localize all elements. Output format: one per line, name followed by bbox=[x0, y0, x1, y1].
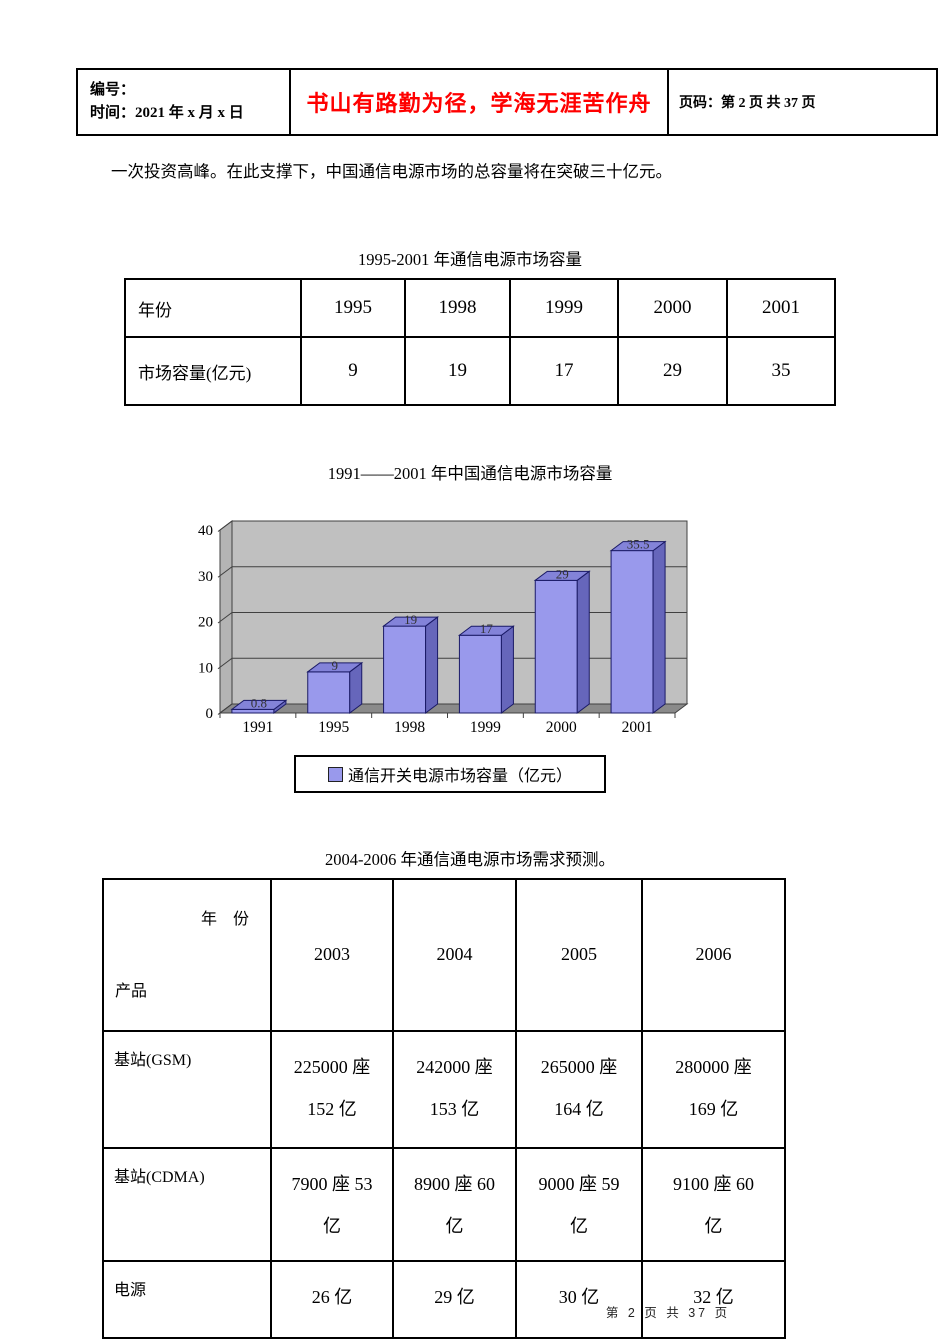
table-row: 年 份 产品 2003 2004 2005 2006 bbox=[102, 877, 786, 1033]
page-info-text: 页码：第 2 页 共 37 页 bbox=[679, 96, 816, 111]
svg-text:1999: 1999 bbox=[470, 719, 501, 736]
table-cell: 2004 bbox=[392, 877, 517, 1033]
table-row: 电源 26 亿 29 亿 30 亿 32 亿 bbox=[102, 1260, 786, 1340]
table-cell: 1998 bbox=[404, 278, 511, 338]
table-cell: 26 亿 bbox=[270, 1260, 394, 1340]
table-cell: 8900 座 60 亿 bbox=[392, 1147, 517, 1263]
footer-page-number: 第 2 页 共 37 页 bbox=[605, 1306, 731, 1320]
table-cell: 9 bbox=[300, 336, 406, 406]
svg-text:0.8: 0.8 bbox=[251, 695, 267, 710]
table-cell: 280000 座 169 亿 bbox=[641, 1030, 786, 1150]
table-cell: 35 bbox=[726, 336, 836, 406]
legend-label: 通信开关电源市场容量（亿元） bbox=[347, 768, 572, 785]
svg-text:10: 10 bbox=[198, 660, 213, 676]
table-cell: 1995 bbox=[300, 278, 406, 338]
table-cell: 基站(GSM) bbox=[102, 1030, 272, 1150]
svg-text:0: 0 bbox=[206, 706, 214, 722]
doc-number-label: 编号： bbox=[90, 81, 136, 98]
table-cell: 2006 bbox=[641, 877, 786, 1033]
table-row: 基站(CDMA) 7900 座 53 亿 8900 座 60 亿 9000 座 … bbox=[102, 1147, 786, 1263]
table-row: 编号： 时间：2021 年 x 月 x 日 书山有路勤为径，学海无涯苦作舟 页码… bbox=[76, 68, 938, 136]
table-cell: 17 bbox=[509, 336, 619, 406]
table-cell: 225000 座 152 亿 bbox=[270, 1030, 394, 1150]
corner-header-cell: 年 份 产品 bbox=[102, 877, 272, 1033]
header-page-cell: 页码：第 2 页 共 37 页 bbox=[667, 68, 938, 136]
table-cell: 2001 bbox=[726, 278, 836, 338]
table-cell: 19 bbox=[404, 336, 511, 406]
table-row: 年份 1995 1998 1999 2000 2001 bbox=[124, 278, 836, 338]
svg-text:35.5: 35.5 bbox=[627, 537, 650, 552]
legend-swatch-icon bbox=[327, 766, 343, 782]
table-cell: 2000 bbox=[617, 278, 728, 338]
table1-title: 1995-2001 年通信电源市场容量 bbox=[357, 250, 583, 269]
svg-text:1998: 1998 bbox=[394, 719, 425, 736]
market-capacity-table: 年份 1995 1998 1999 2000 2001 市场容量(亿元) 9 1… bbox=[124, 278, 836, 406]
svg-text:29: 29 bbox=[556, 566, 569, 581]
svg-text:1991: 1991 bbox=[242, 719, 273, 736]
bar-chart-canvas: 0 10 20 30 40 0.8 1991 9 1995 19 1998 17 1999 29 2000 3… bbox=[198, 520, 689, 736]
chart-legend: 通信开关电源市场容量（亿元） bbox=[294, 755, 606, 793]
svg-text:2000: 2000 bbox=[546, 719, 577, 736]
svg-text:17: 17 bbox=[480, 621, 494, 636]
table-cell: 1999 bbox=[509, 278, 619, 338]
svg-text:20: 20 bbox=[198, 615, 213, 631]
corner-product-label: 产品 bbox=[115, 983, 148, 1001]
chart-title: 1991——2001 年中国通信电源市场容量 bbox=[327, 464, 613, 483]
table-cell: 32 亿 bbox=[641, 1260, 786, 1340]
table-cell: 7900 座 53 亿 bbox=[270, 1147, 394, 1263]
header-motto-cell: 书山有路勤为径，学海无涯苦作舟 bbox=[289, 68, 669, 136]
table2-title: 2004-2006 年通信通电源市场需求预测。 bbox=[324, 850, 616, 869]
demand-forecast-table: 年 份 产品 2003 2004 2005 2006 基站(GSM) 22500… bbox=[102, 877, 786, 1340]
svg-text:1995: 1995 bbox=[318, 719, 349, 736]
svg-text:9: 9 bbox=[332, 658, 339, 673]
table-cell: 2005 bbox=[515, 877, 643, 1033]
header-number-time-cell: 编号： 时间：2021 年 x 月 x 日 bbox=[76, 68, 291, 136]
table-cell: 9000 座 59 亿 bbox=[515, 1147, 643, 1263]
bar-chart-3d: 0 10 20 30 40 0.8 1991 9 1995 19 1998 17 1999 29 2000 3… bbox=[180, 506, 700, 751]
corner-year-label: 年 份 bbox=[200, 910, 249, 928]
table-row: 市场容量(亿元) 9 19 17 29 35 bbox=[124, 336, 836, 406]
intro-paragraph: 一次投资高峰。在此支撑下，中国通信电源市场的总容量将在突破三十亿元。 bbox=[111, 162, 672, 181]
svg-text:2001: 2001 bbox=[622, 719, 653, 736]
table-cell: 电源 bbox=[102, 1260, 272, 1340]
motto-text: 书山有路勤为径，学海无涯苦作舟 bbox=[306, 91, 652, 116]
table-cell: 基站(CDMA) bbox=[102, 1147, 272, 1263]
doc-time-label: 时间：2021 年 x 月 x 日 bbox=[90, 105, 244, 121]
table-cell: 年份 bbox=[124, 278, 302, 338]
table-cell: 30 亿 bbox=[515, 1260, 643, 1340]
table-cell: 242000 座 153 亿 bbox=[392, 1030, 517, 1150]
table-cell: 9100 座 60 亿 bbox=[641, 1147, 786, 1263]
table-cell: 29 亿 bbox=[392, 1260, 517, 1340]
table-cell: 265000 座 164 亿 bbox=[515, 1030, 643, 1150]
table-cell: 2003 bbox=[270, 877, 394, 1033]
svg-text:40: 40 bbox=[198, 523, 213, 539]
header-table: 编号： 时间：2021 年 x 月 x 日 书山有路勤为径，学海无涯苦作舟 页码… bbox=[76, 68, 938, 136]
table-row: 基站(GSM) 225000 座 152 亿 242000 座 153 亿 26… bbox=[102, 1030, 786, 1150]
table-cell: 市场容量(亿元) bbox=[124, 336, 302, 406]
svg-text:30: 30 bbox=[198, 569, 213, 585]
svg-text:19: 19 bbox=[404, 612, 417, 627]
table-cell: 29 bbox=[617, 336, 728, 406]
